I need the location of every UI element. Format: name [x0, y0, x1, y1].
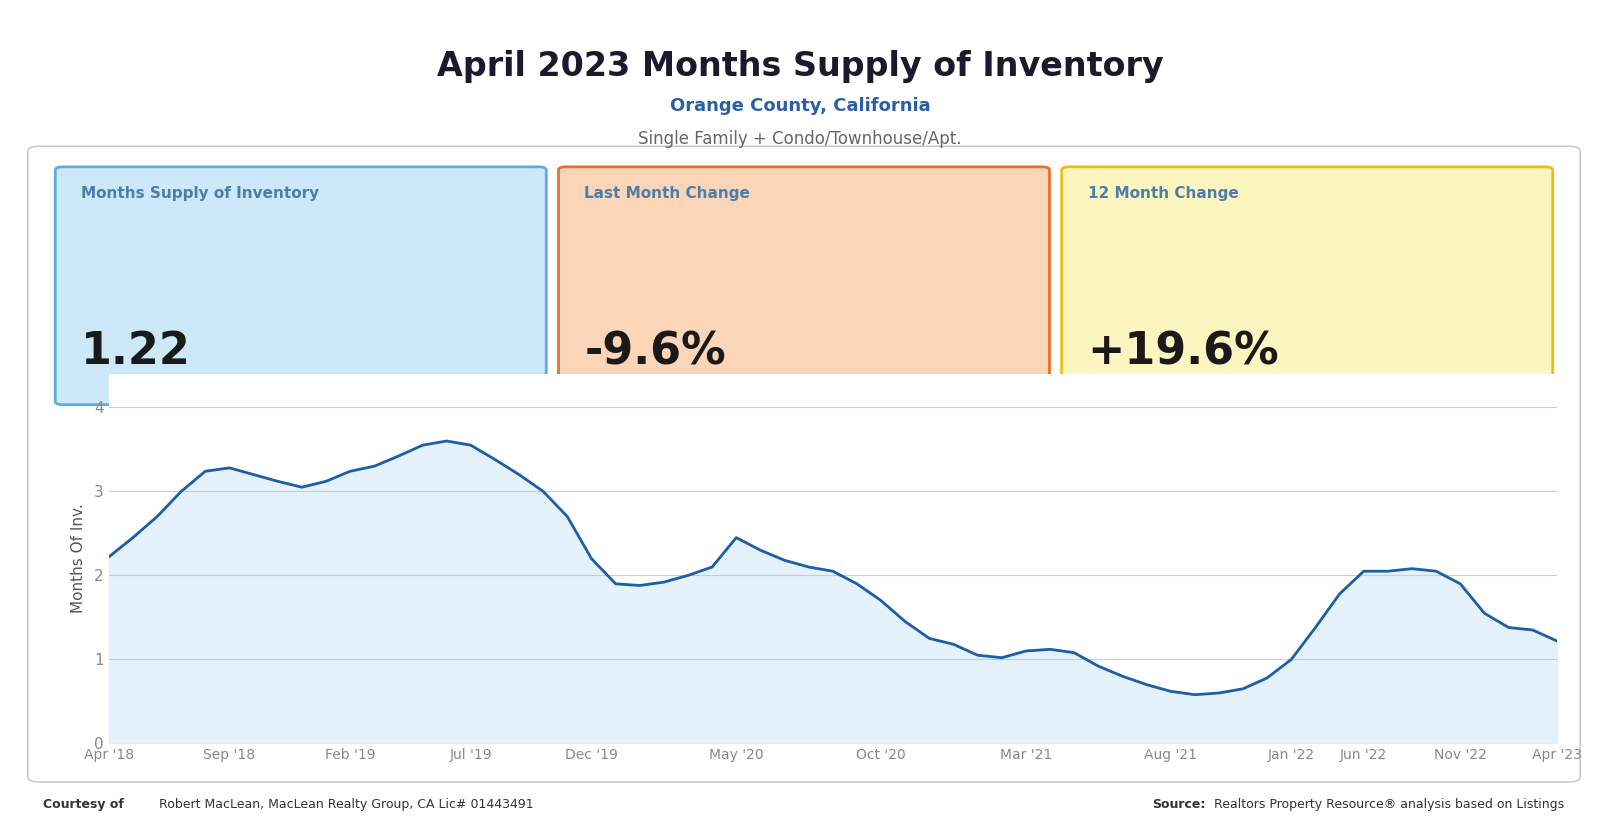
Text: 12 Month Change: 12 Month Change: [1088, 186, 1238, 201]
Text: Realtors Property Resource® analysis based on Listings: Realtors Property Resource® analysis bas…: [1210, 798, 1563, 811]
Text: Courtesy of: Courtesy of: [43, 798, 125, 811]
Text: Robert MacLean, MacLean Realty Group, CA Lic# 01443491: Robert MacLean, MacLean Realty Group, CA…: [155, 798, 534, 811]
Text: Orange County, California: Orange County, California: [670, 97, 930, 114]
Text: Last Month Change: Last Month Change: [584, 186, 750, 201]
FancyBboxPatch shape: [558, 167, 1050, 405]
Text: 1.22: 1.22: [82, 330, 190, 373]
FancyBboxPatch shape: [56, 167, 546, 405]
FancyBboxPatch shape: [1062, 167, 1552, 405]
Y-axis label: Months Of Inv.: Months Of Inv.: [70, 504, 86, 613]
Text: +19.6%: +19.6%: [1088, 330, 1280, 373]
Text: -9.6%: -9.6%: [584, 330, 726, 373]
Text: Months Supply of Inventory: Months Supply of Inventory: [82, 186, 320, 201]
FancyBboxPatch shape: [27, 146, 1581, 782]
Text: Single Family + Condo/Townhouse/Apt.: Single Family + Condo/Townhouse/Apt.: [638, 130, 962, 148]
Text: Source:: Source:: [1152, 798, 1205, 811]
Text: April 2023 Months Supply of Inventory: April 2023 Months Supply of Inventory: [437, 50, 1163, 83]
